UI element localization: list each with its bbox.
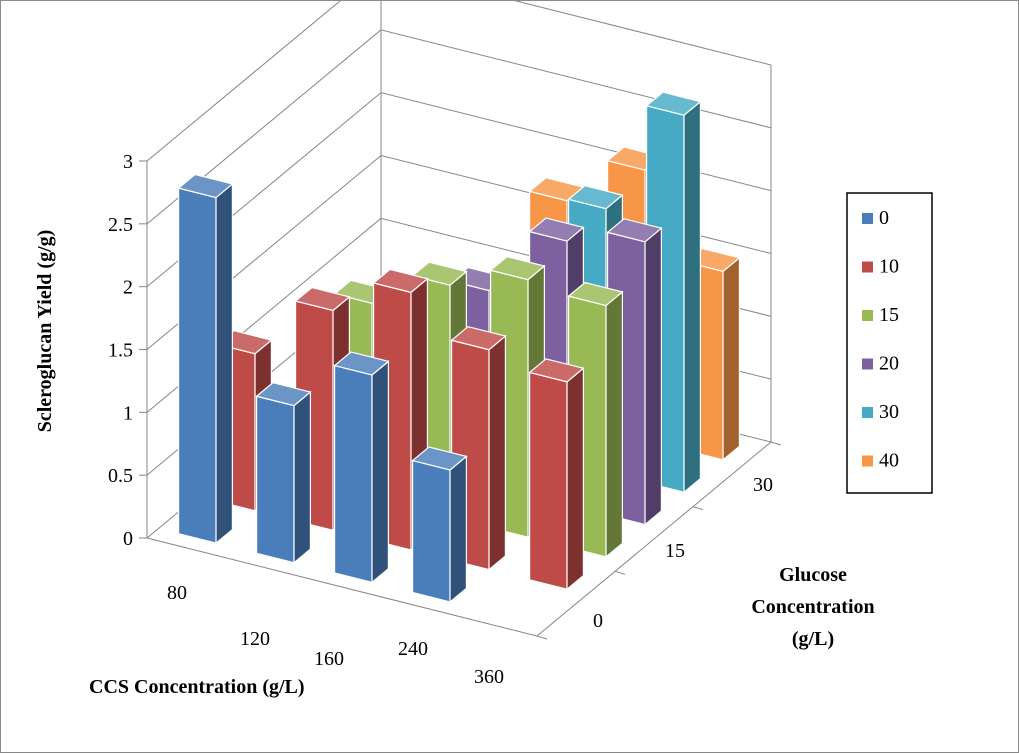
z-tick-label: 15: [665, 540, 685, 562]
legend-label-40: 40: [879, 450, 899, 472]
bars: [177, 91, 741, 604]
bar-top: [567, 281, 624, 307]
y-tick-label: 0: [123, 528, 133, 550]
x-axis-title: CCS Concentration (g/L): [89, 676, 305, 698]
bar-side: [449, 455, 468, 604]
bar-top: [333, 351, 390, 376]
x-tick-label: 120: [240, 628, 270, 650]
y-axis-title: Scleroglucan Yield (g/g): [34, 230, 56, 433]
bar-top: [450, 326, 507, 351]
bar-side: [488, 334, 507, 571]
tick-labels: 0 0.5 1 1.5 2 2.5 3 80 120 160 240 360 0 15 30: [108, 151, 773, 688]
bar-0-240: [411, 446, 468, 604]
legend-label-0: 0: [879, 207, 889, 229]
z-tick-mark: [614, 570, 626, 575]
y-tick-label: 2: [123, 277, 133, 299]
y-tick-label: 0.5: [108, 465, 133, 487]
bar-side: [683, 100, 702, 494]
bar-side: [566, 366, 585, 591]
floor-edge-right: [536, 441, 772, 637]
z-tick-mark: [692, 506, 704, 511]
bar-side: [605, 290, 624, 559]
bar-front: [411, 459, 451, 603]
legend: 0 10 15 20 30 40: [846, 192, 933, 494]
bar-top: [294, 286, 351, 312]
x-tick-label: 80: [167, 582, 187, 604]
bar-side: [644, 226, 663, 526]
x-tick-label: 360: [474, 666, 504, 688]
bar-top: [567, 185, 624, 210]
bar-top: [177, 173, 234, 199]
z-axis-title-line3: (g/L): [792, 628, 834, 650]
bar-front: [333, 364, 373, 584]
legend-swatch-20: [862, 358, 873, 370]
z-tick-label: 0: [593, 610, 603, 632]
z-axis-title-line2: Concentration: [751, 596, 874, 618]
bar-front: [255, 395, 295, 564]
legend-swatch-40: [862, 455, 873, 467]
y-tick-label: 1: [123, 402, 133, 424]
bar-top: [528, 217, 585, 242]
legend-label-20: 20: [879, 353, 899, 375]
bar-front: [528, 371, 568, 590]
gridline: [146, 1, 772, 162]
legend-label-30: 30: [879, 401, 899, 423]
bar-side: [215, 182, 234, 545]
bar-side: [293, 390, 312, 565]
legend-swatch-30: [862, 407, 873, 418]
legend-box: [846, 192, 933, 494]
bar-top: [372, 268, 429, 294]
bar-0-80: [177, 173, 234, 545]
z-axis-title-line1: Glucose: [779, 564, 847, 586]
z-tick-mark: [536, 635, 548, 640]
legend-swatch-15: [862, 310, 873, 321]
legend-label-10: 10: [879, 256, 899, 278]
legend-swatch-0: [862, 213, 873, 224]
bar-side: [371, 360, 390, 584]
bar-top: [411, 446, 468, 471]
z-tick-label: 30: [753, 474, 773, 496]
z-tick-mark: [770, 441, 782, 446]
bar-top: [606, 218, 663, 243]
bar-side: [722, 256, 741, 462]
bar-top: [645, 91, 702, 116]
floor-edge-front: [146, 537, 538, 637]
bar-0-160: [333, 351, 390, 584]
bar-0-120: [255, 381, 312, 565]
legend-swatch-10: [862, 261, 873, 273]
x-tick-label: 240: [398, 638, 428, 660]
bar-front: [177, 187, 217, 544]
bar-10-360: [528, 358, 585, 591]
y-tick-label: 3: [123, 151, 133, 173]
bar-top: [528, 358, 585, 383]
bar-top: [489, 255, 546, 281]
bar-top: [411, 261, 468, 286]
bar-top: [255, 381, 312, 407]
y-tick-label: 2.5: [108, 214, 133, 236]
legend-label-15: 15: [879, 304, 899, 326]
x-tick-label: 160: [314, 648, 344, 670]
y-tick-label: 1.5: [108, 340, 133, 362]
